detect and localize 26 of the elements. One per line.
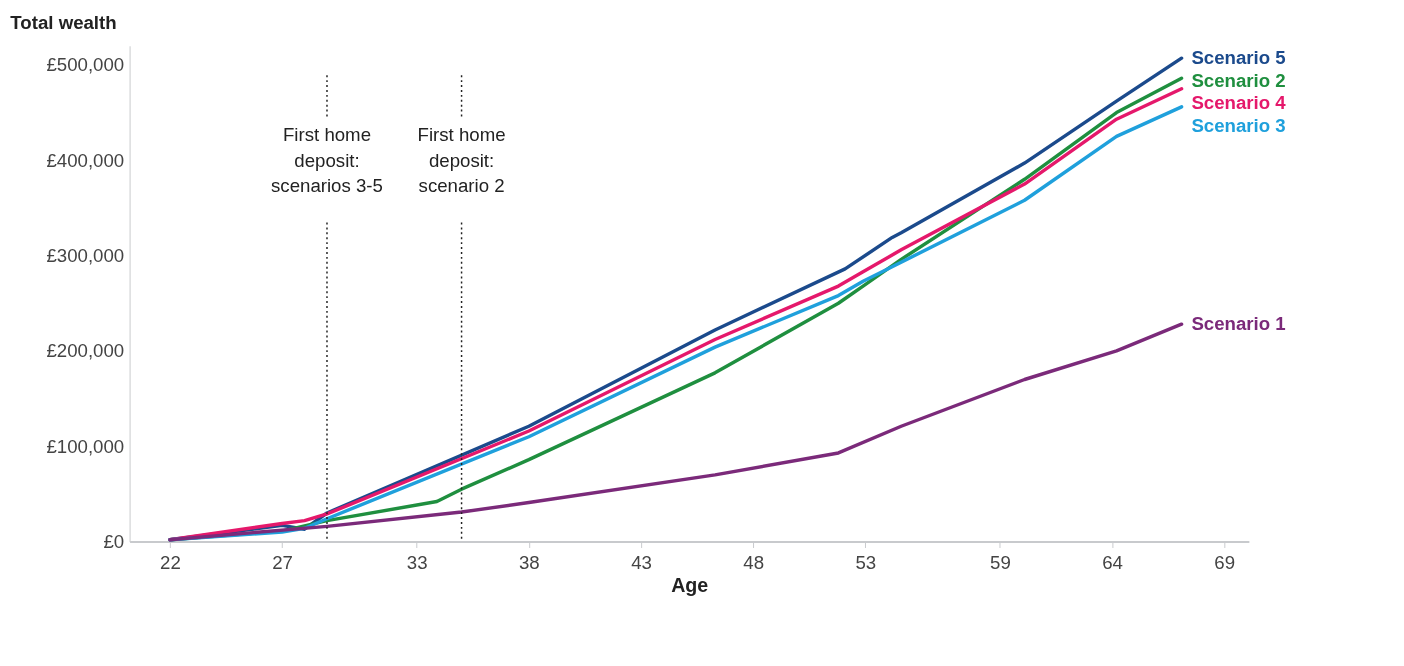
series-label: Scenario 5 xyxy=(1191,47,1286,69)
ref-line-label: First home deposit: scenario 2 xyxy=(417,124,506,197)
y-tick-label: £200,000 xyxy=(46,340,125,362)
y-tick-label: £400,000 xyxy=(46,149,125,171)
y-axis-title: Total wealth xyxy=(10,11,117,33)
y-tick-label: £0 xyxy=(103,530,125,552)
x-tick-label: 33 xyxy=(406,551,428,573)
x-tick-label: 38 xyxy=(518,551,540,573)
x-axis-title: Age xyxy=(671,574,709,597)
x-tick-label: 22 xyxy=(160,551,181,573)
x-tick-label: 43 xyxy=(631,551,652,573)
ref-line-label: First home deposit: scenarios 3-5 xyxy=(271,124,383,197)
y-tick-label: £100,000 xyxy=(46,435,125,457)
series-label: Scenario 4 xyxy=(1191,92,1287,114)
x-tick-label: 59 xyxy=(990,551,1011,573)
x-tick-label: 48 xyxy=(743,551,765,573)
line-series xyxy=(168,322,1184,542)
y-tick-label: £300,000 xyxy=(46,244,125,266)
y-tick-label: £500,000 xyxy=(46,54,125,76)
series-label: Scenario 1 xyxy=(1191,313,1286,335)
x-tick-label: 69 xyxy=(1214,551,1236,573)
x-tick-label: 27 xyxy=(272,551,293,573)
x-tick-label: 64 xyxy=(1102,551,1123,573)
x-tick-label: 53 xyxy=(855,551,877,573)
series-label: Scenario 3 xyxy=(1191,114,1286,136)
series-label: Scenario 2 xyxy=(1191,69,1286,91)
